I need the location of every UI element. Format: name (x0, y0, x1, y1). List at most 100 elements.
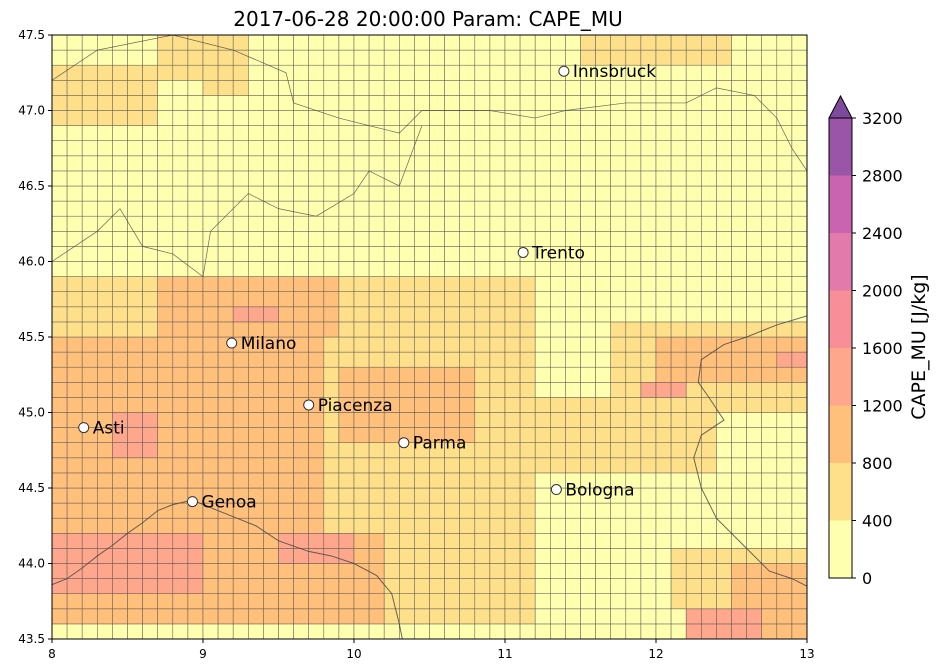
heatmap-cell (746, 35, 762, 51)
heatmap-cell (716, 291, 732, 308)
heatmap-cell (97, 170, 113, 187)
heatmap-cell (595, 532, 611, 549)
heatmap-cell (81, 472, 98, 489)
heatmap-cell (459, 548, 476, 564)
heatmap-cell (655, 170, 672, 187)
heatmap-cell (338, 563, 355, 579)
heatmap-cell (293, 381, 310, 398)
heatmap-cell (414, 563, 430, 579)
heatmap-cell (81, 366, 98, 383)
city-marker (303, 399, 315, 411)
heatmap-cell (52, 95, 68, 111)
heatmap-cell (716, 231, 732, 247)
heatmap-cell (776, 487, 793, 504)
heatmap-cell (716, 563, 732, 579)
heatmap-cell (414, 623, 430, 639)
heatmap-cell (278, 563, 294, 579)
heatmap-cell (127, 472, 143, 489)
heatmap-cell (127, 246, 143, 262)
heatmap-cell (248, 472, 264, 489)
heatmap-cell (716, 215, 732, 232)
heatmap-cell (640, 276, 657, 293)
heatmap-cell (127, 185, 143, 202)
heatmap-cell (414, 125, 430, 141)
heatmap-cell (353, 64, 370, 81)
heatmap-cell (655, 502, 672, 519)
heatmap-cell (127, 64, 143, 81)
heatmap-cell (670, 49, 687, 66)
heatmap-cell (398, 49, 415, 66)
heatmap-cell (187, 140, 204, 157)
heatmap-cell (459, 80, 476, 96)
heatmap-cell (685, 200, 702, 217)
heatmap-cell (232, 49, 249, 66)
heatmap-cell (323, 532, 340, 549)
heatmap-cell (248, 608, 264, 625)
heatmap-cell (685, 276, 702, 293)
heatmap-cell (791, 170, 807, 187)
heatmap-cell (187, 381, 204, 398)
heatmap-cell (610, 276, 627, 293)
heatmap-cell (217, 578, 234, 594)
heatmap-cell (172, 517, 189, 534)
heatmap-cell (595, 185, 611, 202)
heatmap-cell (293, 593, 310, 610)
heatmap-cell (580, 397, 596, 413)
heatmap-cell (580, 200, 596, 217)
heatmap-cell (534, 155, 551, 172)
heatmap-cell (565, 336, 581, 353)
heatmap-cell (293, 185, 310, 202)
heatmap-cell (776, 35, 793, 51)
heatmap-cell (263, 291, 279, 308)
heatmap-cell (746, 427, 762, 444)
heatmap-cell (248, 125, 264, 141)
heatmap-cell (685, 623, 702, 639)
heatmap-cell (308, 442, 325, 459)
heatmap-cell (670, 170, 687, 187)
heatmap-cell (248, 185, 264, 202)
heatmap-cell (127, 502, 143, 519)
heatmap-cell (248, 246, 264, 262)
heatmap-cell (565, 170, 581, 187)
heatmap-cell (338, 306, 355, 323)
heatmap-cell (429, 261, 445, 277)
heatmap-cell (52, 472, 68, 489)
heatmap-cell (504, 351, 521, 368)
heatmap-cell (534, 442, 551, 459)
heatmap-cell (338, 593, 355, 610)
heatmap-cell (791, 321, 807, 338)
heatmap-cell (565, 276, 581, 293)
heatmap-cell (127, 95, 143, 111)
heatmap-cell (685, 321, 702, 338)
heatmap-cell (66, 442, 83, 459)
heatmap-cell (127, 442, 143, 459)
heatmap-cell (791, 472, 807, 489)
heatmap-cell (640, 366, 657, 383)
heatmap-cell (504, 125, 521, 141)
heatmap-cell (565, 427, 581, 444)
heatmap-cell (459, 532, 476, 549)
heatmap-cell (157, 306, 174, 323)
heatmap-cell (368, 442, 385, 459)
heatmap-cell (187, 64, 204, 81)
heatmap-cell (52, 412, 68, 428)
heatmap-cell (625, 276, 642, 293)
heatmap-cell (534, 563, 551, 579)
heatmap-cell (248, 442, 264, 459)
heatmap-cell (323, 502, 340, 519)
heatmap-cell (52, 155, 68, 172)
heatmap-cell (398, 215, 415, 232)
heatmap-cell (383, 215, 400, 232)
heatmap-cell (565, 140, 581, 157)
heatmap-cell (625, 200, 642, 217)
heatmap-cell (595, 306, 611, 323)
heatmap-cell (338, 608, 355, 625)
heatmap-cell (685, 215, 702, 232)
heatmap-cell (66, 80, 83, 96)
heatmap-cell (383, 472, 400, 489)
heatmap-cell (353, 35, 370, 51)
heatmap-cell (142, 125, 159, 141)
heatmap-cell (700, 291, 717, 308)
heatmap-cell (459, 608, 476, 625)
heatmap-cell (761, 397, 778, 413)
